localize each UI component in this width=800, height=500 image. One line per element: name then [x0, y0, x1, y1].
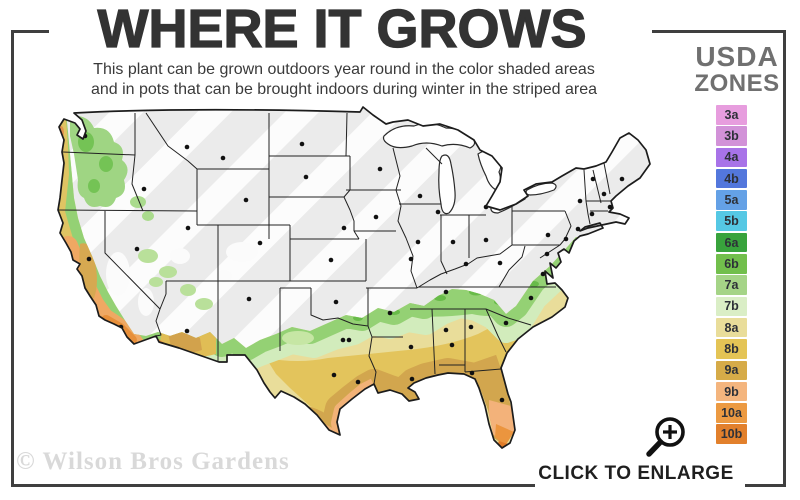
- zone-chip-5a: 5a: [716, 190, 747, 210]
- frame-top-left-segment: [11, 30, 49, 33]
- zone-list: 3a 3b 4a 4b 5a 5b 6a 6b 7a 7b 8a 8b 9a 9b 10a 10b: [716, 105, 747, 446]
- zone-9a-gulf-band: [322, 354, 506, 439]
- frame-right: [783, 30, 786, 487]
- watermark: © Wilson Bros Gardens: [16, 448, 290, 475]
- us-map-svg: [57, 106, 651, 449]
- zone-chip-4a: 4a: [716, 147, 747, 168]
- magnifier-plus-icon[interactable]: [640, 412, 692, 460]
- mountain-white-patches: [106, 242, 258, 316]
- zone-chip-3b: 3b: [716, 126, 747, 146]
- zone-chip-3a: 3a: [716, 105, 747, 125]
- zone-chip-8a: 8a: [716, 317, 747, 338]
- us-outline: [57, 106, 651, 449]
- city-dots: [82, 133, 625, 441]
- zone-chip-6b: 6b: [716, 254, 747, 274]
- click-to-enlarge-label: CLICK TO ENLARGE: [538, 463, 734, 484]
- frame-bottom-left-segment: [11, 484, 535, 487]
- legend-title: USDA ZONES: [684, 42, 790, 97]
- frame-left: [11, 30, 14, 487]
- zone-chip-9b: 9b: [716, 381, 747, 402]
- frame-top-right-segment: [652, 30, 786, 33]
- zone-chip-10a: 10a: [716, 403, 747, 423]
- legend-title-zones: ZONES: [694, 70, 780, 98]
- zone-chip-4b: 4b: [716, 168, 747, 189]
- zone-chip-9a: 9a: [716, 360, 747, 381]
- us-hardiness-map[interactable]: [28, 106, 670, 472]
- zone-chip-8b: 8b: [716, 339, 747, 359]
- zone-8b-band: [266, 312, 528, 422]
- click-to-enlarge-control[interactable]: CLICK TO ENLARGE: [536, 412, 736, 485]
- great-basin-green-patches: [138, 249, 213, 310]
- zone-chip-5b: 5b: [716, 211, 747, 231]
- florida-10b: [497, 441, 508, 448]
- legend-title-usda: USDA: [695, 41, 779, 72]
- state-borders: [58, 112, 611, 385]
- zone-chip-10b: 10b: [716, 424, 747, 444]
- subtitle-line-2: and in pots that can be brought indoors …: [90, 81, 598, 98]
- zone-chip-6a: 6a: [716, 232, 747, 253]
- subtitle: This plant can be grown outdoors year ro…: [40, 60, 648, 100]
- page-title: WHERE IT GROWS: [97, 0, 587, 59]
- florida-10a: [495, 424, 514, 446]
- texas-panhandle-palegreen: [282, 331, 314, 345]
- zone-chip-7b: 7b: [716, 296, 747, 317]
- subtitle-line-1: This plant can be grown outdoors year ro…: [93, 61, 595, 78]
- lake-michigan: [438, 154, 456, 215]
- zone-chip-7a: 7a: [716, 275, 747, 295]
- frame-bottom-right-segment: [745, 484, 786, 487]
